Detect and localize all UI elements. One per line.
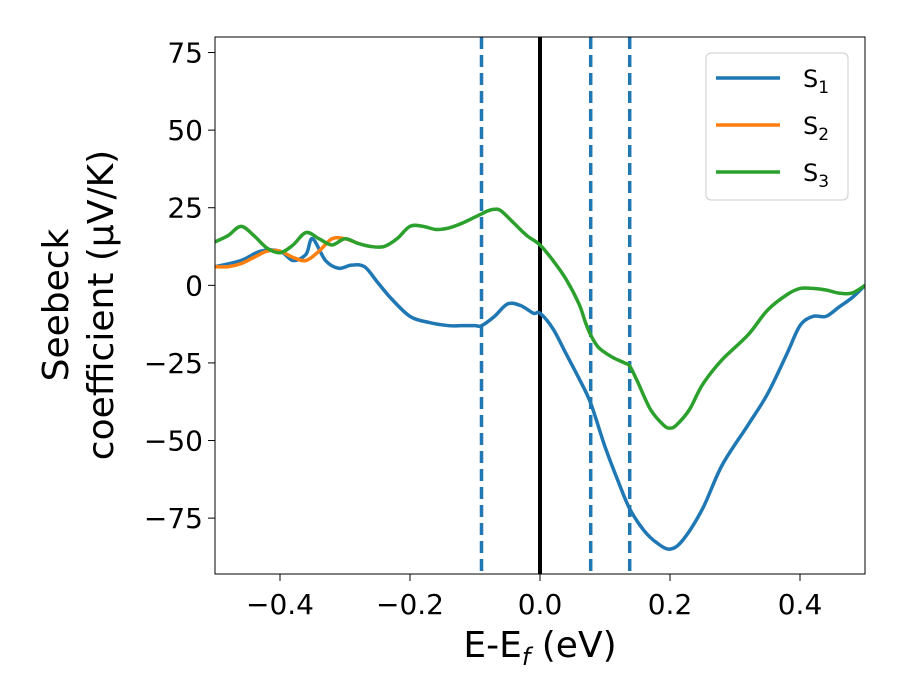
- x-axis-label-unit: (eV): [530, 625, 616, 666]
- x-tick-label: 0.2: [648, 588, 693, 621]
- y-tick-label: 25: [167, 192, 203, 225]
- x-axis-label: E-Ef (eV): [463, 625, 616, 671]
- y-tick-label: 50: [167, 114, 203, 147]
- y-tick-label: 0: [185, 269, 203, 302]
- y-axis-label-line1: Seebeck: [36, 228, 77, 381]
- y-tick-label: −50: [144, 425, 203, 458]
- x-tick-label: 0.0: [518, 588, 563, 621]
- x-axis-label-main: E-E: [463, 625, 521, 666]
- y-axis-label-line2: coefficient (μV/K): [81, 150, 122, 460]
- x-tick-label: 0.4: [778, 588, 823, 621]
- y-tick-label: −25: [144, 347, 203, 380]
- y-tick-label: −75: [144, 502, 203, 535]
- y-tick-label: 75: [167, 37, 203, 70]
- x-tick-label: −0.4: [246, 588, 314, 621]
- x-tick-label: −0.2: [376, 588, 444, 621]
